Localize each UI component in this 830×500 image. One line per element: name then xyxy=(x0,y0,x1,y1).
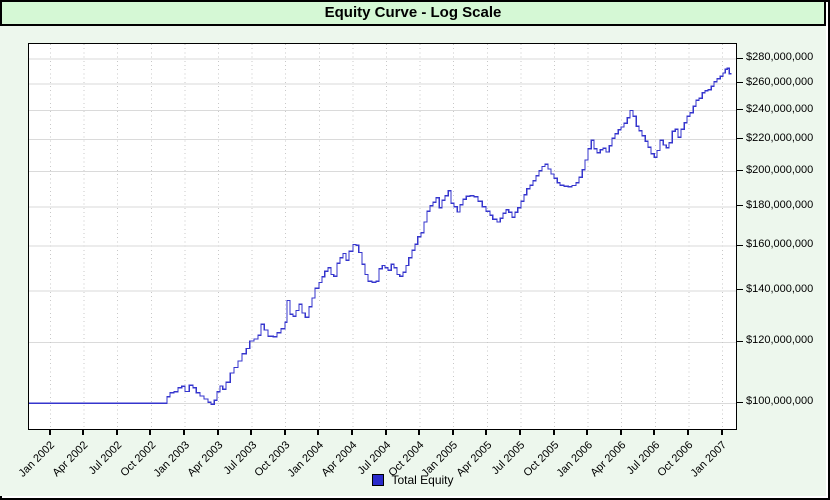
x-axis-tick xyxy=(586,429,589,435)
y-axis-label: $100,000,000 xyxy=(746,395,814,408)
x-axis-tick xyxy=(384,429,387,435)
y-axis-label: $240,000,000 xyxy=(746,102,814,115)
chart-panel: $100,000,000 $120,000,000 $140,000,000 $160… xyxy=(0,26,826,496)
y-axis-label: $180,000,000 xyxy=(746,198,814,211)
y-axis-label: $160,000,000 xyxy=(746,238,814,251)
x-axis-tick xyxy=(350,429,353,435)
y-axis-label: $120,000,000 xyxy=(746,334,814,347)
x-axis-tick xyxy=(619,429,622,435)
x-axis-tick xyxy=(317,429,320,435)
x-axis-tick xyxy=(182,429,185,435)
y-axis-tick xyxy=(736,244,743,246)
x-axis-tick xyxy=(518,429,521,435)
x-axis-tick xyxy=(48,429,51,435)
y-axis-tick xyxy=(736,289,743,291)
equity-line xyxy=(29,67,732,405)
x-axis-tick xyxy=(250,429,253,435)
plot-area xyxy=(28,43,737,430)
x-axis-tick xyxy=(653,429,656,435)
y-axis-label: $200,000,000 xyxy=(746,163,814,176)
x-axis-tick xyxy=(686,429,689,435)
y-axis-tick xyxy=(736,109,743,110)
y-axis-tick xyxy=(736,340,743,342)
y-axis-tick xyxy=(736,82,743,84)
x-axis-tick xyxy=(115,429,118,435)
chart-title: Equity Curve - Log Scale xyxy=(324,4,502,21)
x-axis-tick xyxy=(283,429,286,435)
y-axis-label: $260,000,000 xyxy=(746,75,814,88)
y-axis-label: $140,000,000 xyxy=(746,282,814,295)
y-axis-tick xyxy=(736,57,743,59)
y-axis-label: $220,000,000 xyxy=(746,131,814,144)
legend-swatch-icon xyxy=(372,474,385,486)
y-axis-tick xyxy=(736,205,743,207)
x-axis-tick xyxy=(418,429,421,435)
y-axis-label: $280,000,000 xyxy=(746,51,814,63)
chart-title-bar: Equity Curve - Log Scale xyxy=(0,0,826,26)
x-axis-tick xyxy=(720,429,723,435)
y-axis-tick xyxy=(736,138,743,140)
x-axis-tick xyxy=(451,429,454,435)
y-axis-tick xyxy=(736,401,743,403)
x-axis-tick xyxy=(485,429,488,435)
x-axis-tick xyxy=(149,429,152,435)
y-axis-tick xyxy=(736,170,743,171)
x-axis-tick xyxy=(216,429,219,435)
x-axis-tick xyxy=(82,429,85,435)
legend: Total Equity xyxy=(0,473,826,487)
x-axis-tick xyxy=(552,429,555,435)
legend-label: Total Equity xyxy=(391,473,454,487)
